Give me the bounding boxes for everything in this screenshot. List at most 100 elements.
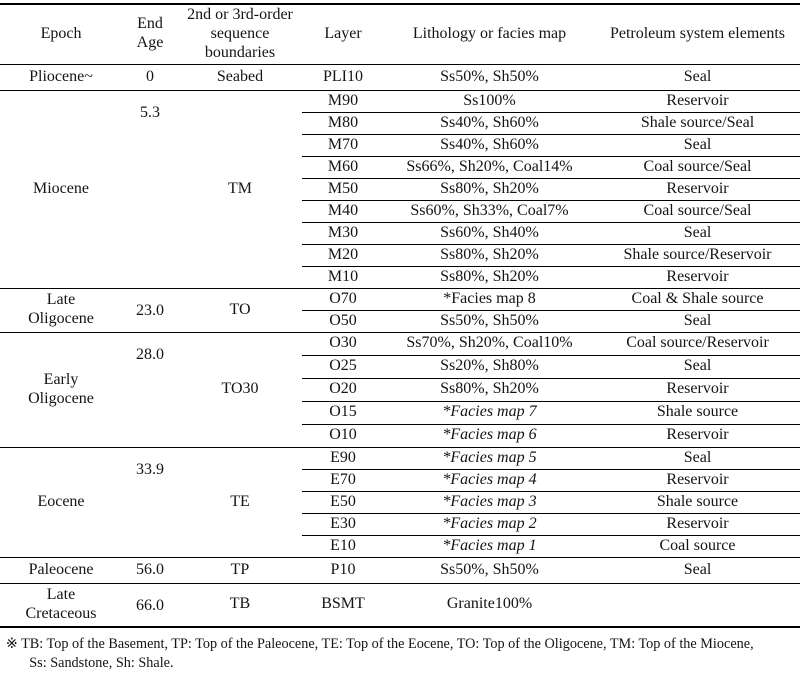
layer-cell: O50 [302, 310, 384, 333]
end-age-cell: 66.0 [122, 583, 178, 628]
layer-cell: M70 [302, 134, 384, 157]
layer-cell: M80 [302, 112, 384, 135]
table-row: Paleocene 56.0 TP P10 Ss50%, Sh50% Seal [0, 557, 800, 584]
layer-cell: P10 [302, 557, 384, 584]
epoch-cell: Pliocene~ [0, 64, 122, 91]
layer-cell: E70 [302, 469, 384, 492]
epoch-cell: Late Oligocene [0, 288, 122, 333]
petroleum-cell [595, 583, 800, 628]
petroleum-cell: Shale source [595, 401, 800, 425]
table-row: M40 Ss60%, Sh33%, Coal7% Coal source/Seal [0, 200, 800, 223]
table-row: O50 Ss50%, Sh50% Seal [0, 310, 800, 333]
paper-table-page: Epoch End Age 2nd or 3rd-order sequence … [0, 3, 800, 673]
header-sequence-boundaries: 2nd or 3rd-order sequence boundaries [178, 4, 302, 65]
table-row: M30 Ss60%, Sh40% Seal [0, 222, 800, 245]
lithology-cell: *Facies map 6 [384, 424, 595, 448]
layer-cell: O30 [302, 332, 384, 356]
footnote-line-2: Ss: Sandstone, Sh: Shale. [29, 655, 174, 672]
petroleum-cell: Shale source [595, 491, 800, 514]
header-end-age: End Age [122, 4, 178, 65]
lithology-cell: *Facies map 3 [384, 491, 595, 514]
table-row: Eocene 33.9 TE E90 *Facies map 5 Seal [0, 447, 800, 558]
epoch-cell: Eocene [0, 447, 122, 558]
petroleum-cell: Reservoir [595, 424, 800, 448]
layer-cell: M40 [302, 200, 384, 223]
petroleum-cell: Coal & Shale source [595, 288, 800, 311]
lithology-cell: *Facies map 4 [384, 469, 595, 492]
header-row: Epoch End Age 2nd or 3rd-order sequence … [0, 4, 800, 65]
lithology-cell: Ss80%, Sh20% [384, 266, 595, 289]
petroleum-cell: Reservoir [595, 469, 800, 492]
petroleum-cell: Seal [595, 64, 800, 91]
lithology-cell: *Facies map 2 [384, 513, 595, 536]
lithology-cell: Ss40%, Sh60% [384, 112, 595, 135]
lithology-cell: *Facies map 1 [384, 535, 595, 558]
end-age-cell: 28.0 [122, 332, 178, 448]
epoch-cell: Early Oligocene [0, 332, 122, 448]
layer-cell: M10 [302, 266, 384, 289]
petroleum-cell: Seal [595, 447, 800, 470]
header-layer: Layer [302, 4, 384, 65]
epoch-cell: Late Cretaceous [0, 583, 122, 628]
boundary-cell: TM [178, 90, 302, 289]
end-age-cell: 33.9 [122, 447, 178, 558]
table-header: Epoch End Age 2nd or 3rd-order sequence … [0, 4, 800, 65]
table-row: Miocene 5.3 TM M90 Ss100% Reservoir [0, 90, 800, 289]
stratigraphy-table: Epoch End Age 2nd or 3rd-order sequence … [0, 3, 800, 629]
layer-cell: M90 [302, 90, 384, 113]
end-age-cell: 56.0 [122, 557, 178, 584]
layer-cell: M60 [302, 156, 384, 179]
table-row: M70 Ss40%, Sh60% Seal [0, 134, 800, 157]
table-row: M50 Ss80%, Sh20% Reservoir [0, 178, 800, 201]
petroleum-cell: Reservoir [595, 178, 800, 201]
header-epoch: Epoch [0, 4, 122, 65]
footnote-line-1: ※ TB: Top of the Basement, TP: Top of th… [5, 636, 754, 653]
petroleum-cell: Reservoir [595, 378, 800, 402]
table-row: Late Oligocene 23.0 TO O70 *Facies map 8 Coal … [0, 288, 800, 333]
table-row: O25 Ss20%, Sh80% Seal [0, 355, 800, 379]
lithology-cell: Ss60%, Sh40% [384, 222, 595, 245]
table-row: M80 Ss40%, Sh60% Shale source/Seal [0, 112, 800, 135]
end-age-cell: 23.0 [122, 288, 178, 333]
layer-cell: O10 [302, 424, 384, 448]
lithology-cell: Ss60%, Sh33%, Coal7% [384, 200, 595, 223]
boundary-cell: TB [178, 583, 302, 628]
lithology-cell: *Facies map 7 [384, 401, 595, 425]
lithology-cell: Ss50%, Sh50% [384, 557, 595, 584]
layer-cell: O15 [302, 401, 384, 425]
epoch-cell: Miocene [0, 90, 122, 289]
footnote: ※ TB: Top of the Basement, TP: Top of th… [0, 635, 780, 673]
table-row: O15 *Facies map 7 Shale source [0, 401, 800, 425]
layer-cell: M50 [302, 178, 384, 201]
petroleum-cell: Shale source/Reservoir [595, 244, 800, 267]
petroleum-cell: Coal source [595, 535, 800, 558]
petroleum-cell: Seal [595, 557, 800, 584]
lithology-cell: Ss66%, Sh20%, Coal14% [384, 156, 595, 179]
table-row: M60 Ss66%, Sh20%, Coal14% Coal source/Seal [0, 156, 800, 179]
header-petroleum: Petroleum system elements [595, 4, 800, 65]
table-row: O20 Ss80%, Sh20% Reservoir [0, 378, 800, 402]
table-row: E10 *Facies map 1 Coal source [0, 535, 800, 558]
end-age-cell: 5.3 [122, 90, 178, 289]
petroleum-cell: Reservoir [595, 90, 800, 113]
layer-cell: E50 [302, 491, 384, 514]
petroleum-cell: Seal [595, 355, 800, 379]
lithology-cell: Ss50%, Sh50% [384, 64, 595, 91]
layer-cell: BSMT [302, 583, 384, 628]
table-row: E70 *Facies map 4 Reservoir [0, 469, 800, 492]
lithology-cell: Ss100% [384, 90, 595, 113]
petroleum-cell: Reservoir [595, 513, 800, 536]
boundary-cell: TE [178, 447, 302, 558]
lithology-cell: Ss50%, Sh50% [384, 310, 595, 333]
layer-cell: E10 [302, 535, 384, 558]
epoch-cell: Paleocene [0, 557, 122, 584]
petroleum-cell: Reservoir [595, 266, 800, 289]
table-row: Late Cretaceous 66.0 TB BSMT Granite100% [0, 583, 800, 628]
table-body: Pliocene~ 0 Seabed PLI10 Ss50%, Sh50% Seal Mio… [0, 64, 800, 628]
lithology-cell: *Facies map 8 [384, 288, 595, 311]
table-row: Pliocene~ 0 Seabed PLI10 Ss50%, Sh50% Seal [0, 64, 800, 91]
layer-cell: PLI10 [302, 64, 384, 91]
lithology-cell: Ss80%, Sh20% [384, 178, 595, 201]
layer-cell: M30 [302, 222, 384, 245]
layer-cell: O25 [302, 355, 384, 379]
